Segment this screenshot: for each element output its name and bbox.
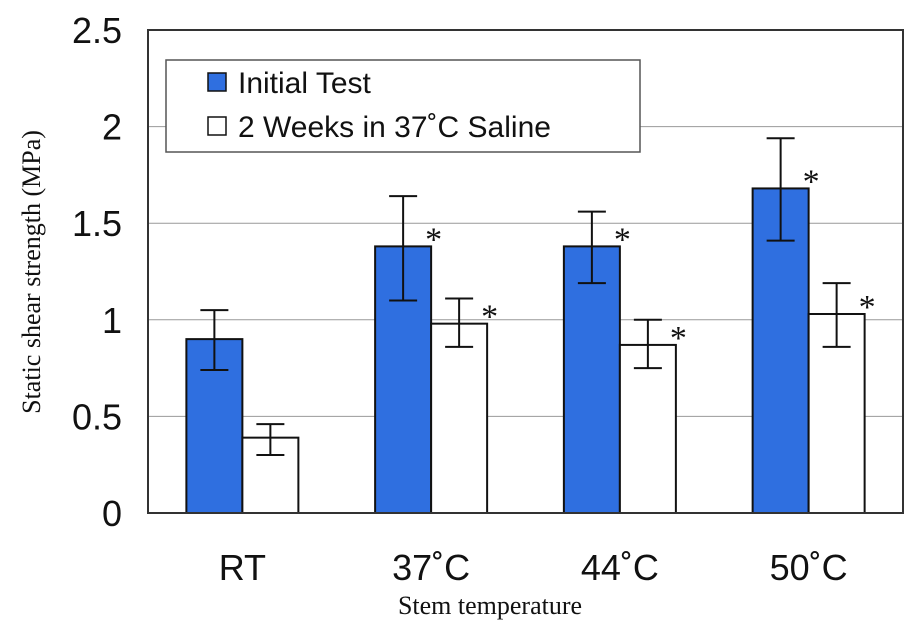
y-tick-label: 1.5 xyxy=(72,203,122,244)
error-bar xyxy=(389,195,418,302)
error-bar xyxy=(200,309,229,372)
significance-star: * xyxy=(425,221,442,258)
legend: Initial Test 2 Weeks in 37˚C Saline xyxy=(165,59,641,153)
significance-markers: * * * * * * xyxy=(425,163,876,356)
bar-2-weeks-saline xyxy=(430,322,489,514)
bar-initial-test xyxy=(751,187,810,514)
x-axis-title: Stem temperature xyxy=(398,591,582,620)
error-bar xyxy=(633,318,662,370)
y-tick-label: 0 xyxy=(102,493,122,534)
legend-box xyxy=(165,59,641,153)
error-bars xyxy=(200,137,851,457)
significance-star: * xyxy=(803,163,820,200)
bar-2-weeks-saline xyxy=(618,343,677,514)
legend-swatch-saline xyxy=(207,116,227,136)
error-bar xyxy=(577,210,606,285)
y-tick-label: 1 xyxy=(102,300,122,341)
error-bar xyxy=(766,137,795,242)
y-tick-label: 0.5 xyxy=(72,396,122,437)
error-bar xyxy=(445,297,474,348)
y-tick-label: 2.5 xyxy=(72,10,122,51)
x-tick-label: RT xyxy=(219,547,266,588)
error-bar xyxy=(822,282,851,348)
significance-star: * xyxy=(670,320,687,357)
legend-swatch-initial xyxy=(207,72,227,92)
legend-label-initial: Initial Test xyxy=(238,67,372,100)
plot-frame xyxy=(147,29,904,514)
y-tick-label: 2 xyxy=(102,107,122,148)
x-tick-label: 37˚C xyxy=(392,547,470,588)
significance-star: * xyxy=(481,299,498,336)
significance-star: * xyxy=(859,289,876,326)
error-bar xyxy=(256,423,285,457)
bar-2-weeks-saline xyxy=(807,313,866,514)
bar-initial-test xyxy=(562,245,621,514)
x-tick-labels: RT 37˚C 44˚C 50˚C xyxy=(219,547,848,588)
x-tick-label: 50˚C xyxy=(770,547,848,588)
bars xyxy=(185,187,866,515)
y-axis-title: Static shear strength (MPa) xyxy=(17,130,46,414)
y-tick-labels: 0 0.5 1 1.5 2 2.5 xyxy=(72,10,122,534)
legend-label-saline: 2 Weeks in 37˚C Saline xyxy=(238,111,551,144)
x-tick-label: 44˚C xyxy=(581,547,659,588)
significance-star: * xyxy=(614,221,631,258)
